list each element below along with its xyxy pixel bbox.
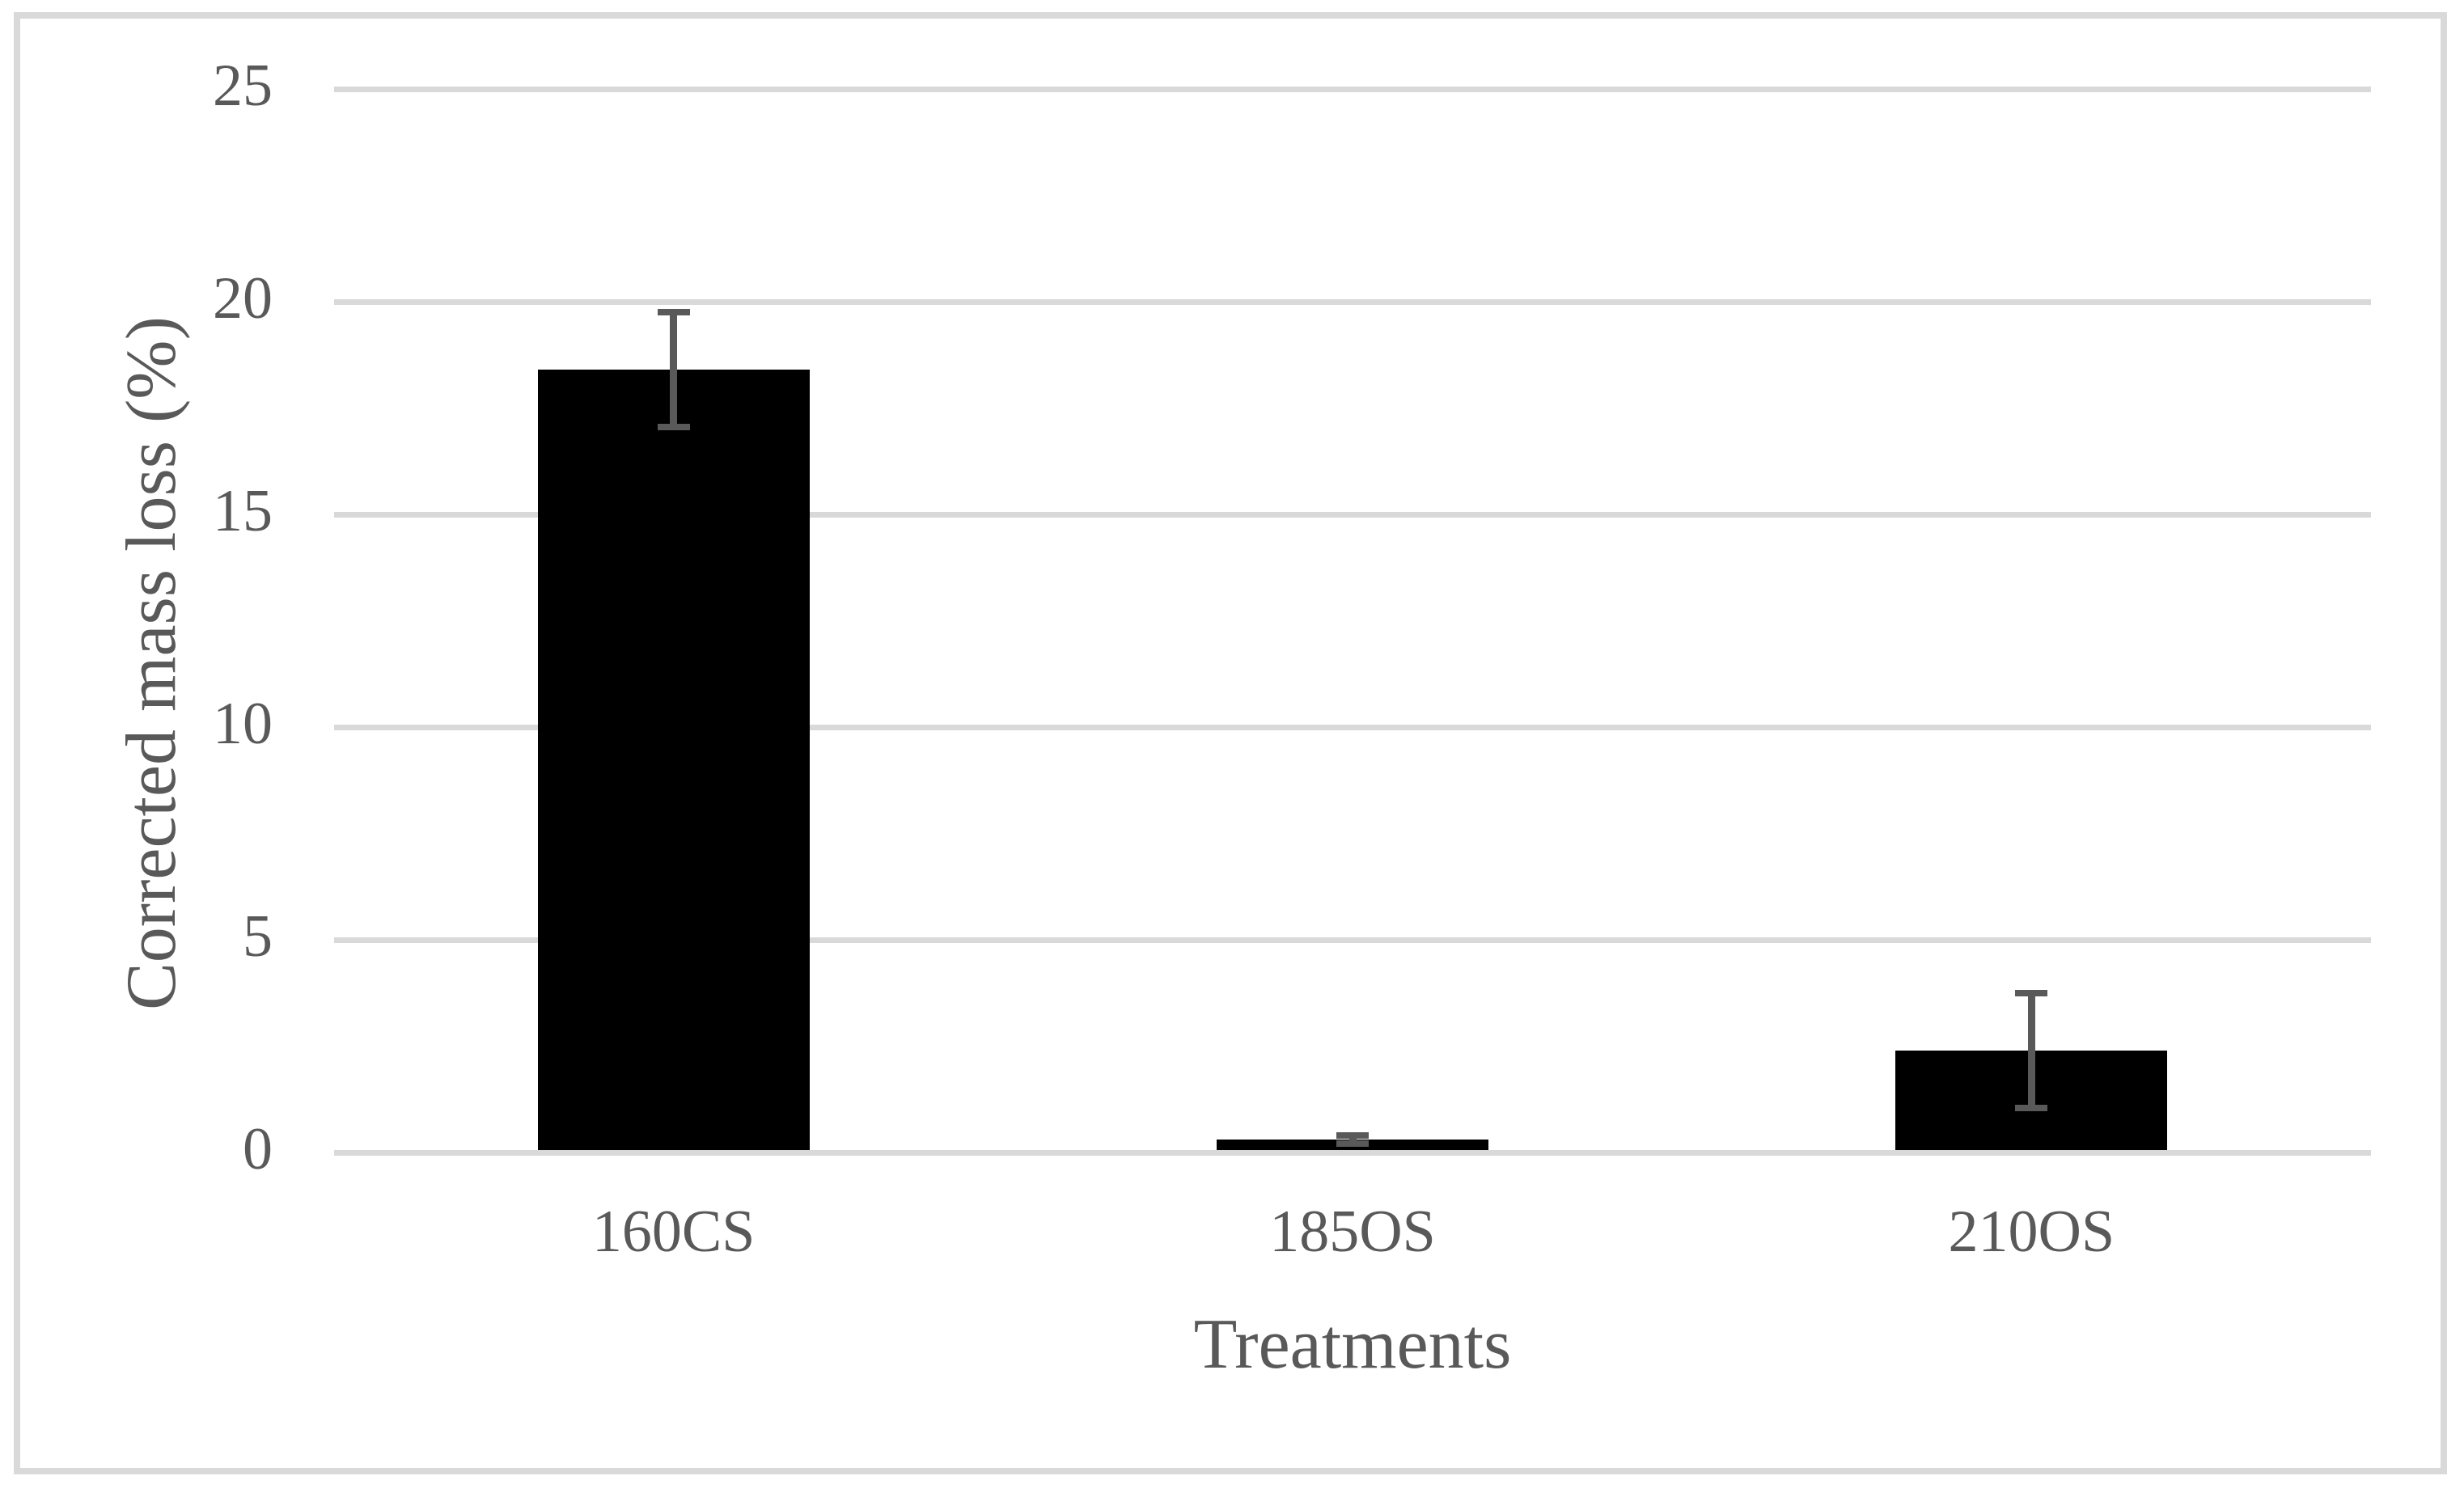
bar-160cs [537, 370, 810, 1150]
y-tick-label-5: 5 [243, 903, 273, 970]
y-tick-label-25: 25 [213, 53, 273, 119]
y-tick-label-20: 20 [213, 265, 273, 332]
gridline-5 [334, 937, 2371, 943]
error-bar-top-cap-185os [1336, 1131, 1369, 1139]
error-bar-line-210os [2027, 992, 2035, 1108]
error-bar-bottom-cap-185os [1336, 1140, 1369, 1148]
error-bar-bottom-cap-210os [2015, 1104, 2048, 1111]
y-tick-label-15: 15 [213, 478, 273, 544]
error-bar-line-185os [1348, 1135, 1357, 1144]
gridline-0 [334, 1149, 2371, 1156]
figure-border [14, 12, 2447, 1474]
y-tick-label-0: 0 [243, 1116, 273, 1182]
category-label-185os: 185OS [1269, 1199, 1436, 1265]
error-bar-line-160cs [670, 312, 678, 428]
gridline-25 [334, 86, 2371, 92]
error-bar-bottom-cap-160cs [657, 424, 690, 431]
error-bar-top-cap-210os [2015, 989, 2048, 996]
y-axis-title: Corrected mass loss (%) [112, 316, 191, 1010]
x-axis-title: Treatments [1193, 1305, 1512, 1384]
y-tick-label-10: 10 [213, 691, 273, 757]
gridline-10 [334, 724, 2371, 730]
category-label-160cs: 160CS [591, 1199, 756, 1265]
category-label-210os: 210OS [1948, 1199, 2115, 1265]
error-bar-top-cap-160cs [657, 309, 690, 316]
gridline-20 [334, 298, 2371, 305]
gridline-15 [334, 511, 2371, 518]
